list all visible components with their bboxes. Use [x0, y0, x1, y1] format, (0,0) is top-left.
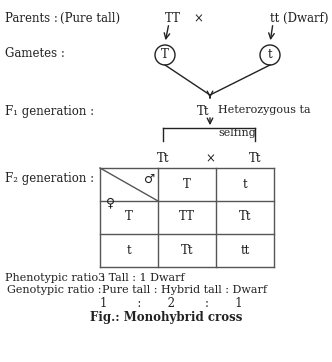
Text: Parents :: Parents :: [5, 12, 58, 25]
Text: ×: ×: [205, 152, 215, 165]
Text: Fig.: Monohybrid cross: Fig.: Monohybrid cross: [90, 311, 242, 324]
Text: 3 Tall : 1 Dwarf: 3 Tall : 1 Dwarf: [98, 273, 185, 283]
Text: t: t: [243, 177, 247, 190]
Text: tt: tt: [240, 244, 250, 257]
Text: Tt: Tt: [197, 105, 209, 118]
Text: Genotypic ratio :: Genotypic ratio :: [7, 285, 102, 295]
Text: t: t: [127, 244, 131, 257]
Text: TT: TT: [179, 210, 195, 223]
Text: Heterozygous ta: Heterozygous ta: [218, 105, 311, 115]
Text: ×: ×: [193, 12, 203, 25]
Text: selfing: selfing: [218, 128, 256, 138]
Text: T: T: [161, 49, 169, 62]
Text: t: t: [268, 49, 272, 62]
Text: Tt: Tt: [157, 152, 169, 165]
Text: F₂ generation :: F₂ generation :: [5, 172, 94, 185]
Text: ♂: ♂: [144, 173, 155, 186]
Text: F₁ generation :: F₁ generation :: [5, 105, 94, 118]
Text: Tt: Tt: [249, 152, 261, 165]
Text: TT: TT: [165, 12, 181, 25]
Text: T: T: [125, 210, 133, 223]
Text: tt (Dwarf): tt (Dwarf): [270, 12, 328, 25]
Text: Phenotypic ratio :: Phenotypic ratio :: [5, 273, 105, 283]
Text: 1        :       2        :       1: 1 : 2 : 1: [100, 297, 243, 310]
Text: Tt: Tt: [181, 244, 193, 257]
Text: Pure tall : Hybrid tall : Dwarf: Pure tall : Hybrid tall : Dwarf: [102, 285, 267, 295]
Text: (Pure tall): (Pure tall): [60, 12, 120, 25]
Text: ♀: ♀: [106, 196, 115, 209]
Text: Tt: Tt: [239, 210, 251, 223]
Text: Gametes :: Gametes :: [5, 47, 65, 60]
Text: T: T: [183, 177, 191, 190]
